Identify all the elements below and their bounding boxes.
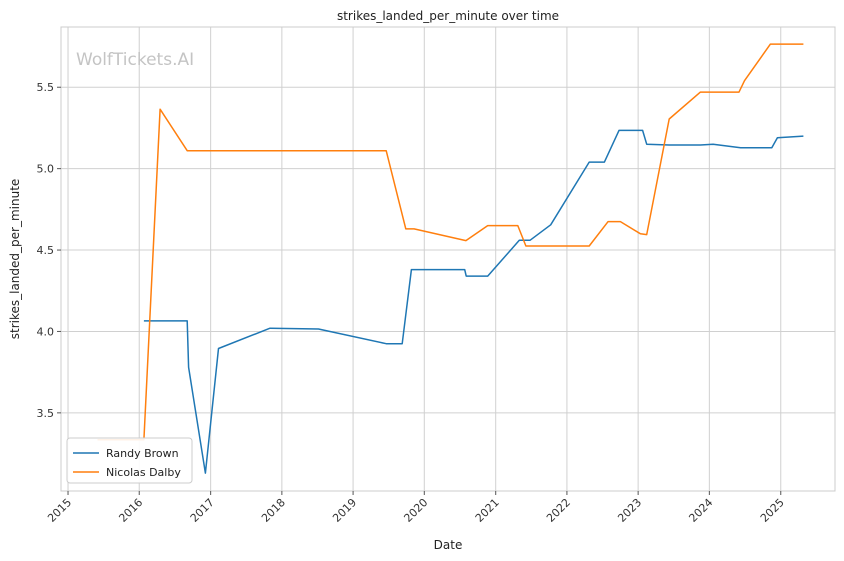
x-tick-label: 2016 (116, 496, 145, 525)
legend-label-randy-brown: Randy Brown (106, 447, 179, 460)
y-tick-label: 5.0 (37, 163, 55, 176)
x-tick-label: 2021 (473, 496, 502, 525)
x-tick-label: 2019 (330, 496, 359, 525)
watermark-text: WolfTickets.AI (76, 50, 194, 70)
legend: Randy Brown Nicolas Dalby (66, 437, 193, 484)
y-tick-label: 3.5 (37, 407, 55, 420)
x-tick-label: 2017 (188, 496, 217, 525)
y-tick-label: 4.5 (37, 244, 55, 257)
x-axis-ticks: 2015 2016 2017 2018 2019 2020 2021 2022 2023 2024… (45, 491, 787, 525)
x-axis-label: Date (434, 538, 463, 552)
x-tick-label: 2018 (259, 496, 288, 525)
grid-lines (61, 27, 835, 491)
chart-title: strikes_landed_per_minute over time (337, 9, 559, 23)
legend-label-nicolas-dalby: Nicolas Dalby (106, 466, 181, 479)
x-tick-label: 2022 (544, 496, 573, 525)
y-tick-label: 4.0 (37, 325, 55, 338)
x-tick-label: 2025 (758, 496, 787, 525)
x-tick-label: 2020 (401, 496, 430, 525)
y-axis-ticks: 3.5 4.0 4.5 5.0 5.5 (37, 81, 61, 420)
x-tick-label: 2015 (45, 496, 74, 525)
y-tick-label: 5.5 (37, 81, 55, 94)
series-line-nicolas-dalby (97, 43, 804, 441)
y-axis-label: strikes_landed_per_minute (8, 179, 22, 340)
series-layer (97, 43, 804, 474)
plot-frame (60, 26, 836, 492)
x-tick-label: 2023 (615, 496, 644, 525)
series-line-randy-brown (143, 129, 804, 474)
x-tick-label: 2024 (686, 496, 715, 525)
